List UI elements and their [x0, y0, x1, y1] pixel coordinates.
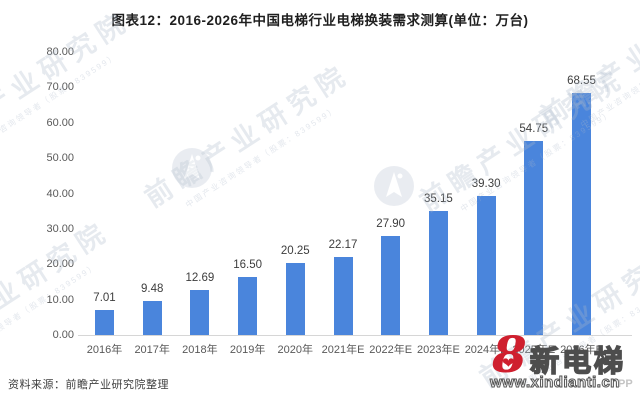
watermark-brand-text: 前瞻产业研究院	[139, 58, 356, 214]
x-tick-label: 2017年	[134, 344, 170, 356]
site-url-suffix: PP	[618, 378, 633, 390]
qianzhan-logo-icon	[172, 148, 212, 193]
bar-value-label: 9.48	[140, 283, 164, 296]
bar	[381, 236, 401, 335]
bar-value-label: 7.01	[93, 292, 116, 305]
x-tick-label: 2025年E	[512, 344, 556, 356]
bar-value-label: 39.30	[471, 177, 501, 190]
x-axis-line	[78, 335, 632, 336]
site-url: www.xindianti.cn	[490, 374, 620, 392]
bar-value-label: 68.55	[567, 74, 596, 87]
x-tick-label: 2023年E	[416, 344, 460, 356]
bar	[142, 301, 162, 335]
y-tick-label: 70.00	[46, 81, 74, 94]
bar-value-label: 54.75	[519, 123, 549, 136]
x-tick-label: 2021年E	[321, 344, 365, 356]
bar-value-label: 35.15	[424, 192, 453, 205]
site-name: 新电梯	[529, 345, 627, 379]
y-tick-label: 0.00	[52, 329, 74, 341]
bar	[428, 210, 448, 335]
watermark-tagline-text: 中国产业咨询领导者（股票：839599）	[184, 104, 339, 210]
watermark-tagline-text: 中国产业咨询领导者（股票：839599）	[0, 51, 119, 157]
x-tick-label: 2018年	[182, 344, 218, 356]
bar-value-label: 27.90	[376, 218, 406, 231]
y-tick-label: 40.00	[46, 187, 74, 200]
y-tick-label: 60.00	[46, 116, 74, 129]
xindianti-logo-icon: 8	[492, 325, 527, 384]
bar-value-label: 12.69	[185, 272, 215, 285]
bar	[238, 276, 258, 335]
y-tick-label: 80.00	[46, 46, 74, 58]
bar-value-label: 16.50	[233, 258, 262, 271]
y-tick-label: 20.00	[46, 258, 74, 271]
bar	[190, 290, 210, 335]
chart-title: 图表12：2016-2026年中国电梯行业电梯换装需求测算(单位：万台)	[111, 13, 529, 28]
x-tick-label: 2019年	[229, 344, 266, 356]
bar	[95, 310, 114, 335]
x-tick-label: 2026年E	[560, 344, 603, 356]
x-tick-label: 2020年	[277, 344, 314, 356]
y-tick-label: 50.00	[46, 152, 74, 165]
bar-value-label: 20.25	[280, 245, 310, 258]
bar-value-label: 22.17	[328, 238, 358, 251]
site-branding: 8 ❤ 新电梯 www.xindianti.cn PP	[490, 326, 640, 405]
bar	[476, 195, 496, 335]
qianzhan-watermark: 前瞻产业研究院 中国产业咨询领导者（股票：839599）	[127, 46, 374, 232]
x-tick-label: 2024年E	[464, 344, 508, 356]
y-tick-label: 30.00	[46, 222, 74, 235]
bar	[333, 256, 353, 335]
qianzhan-logo-icon	[374, 166, 414, 211]
heart-icon: ❤	[502, 355, 515, 372]
x-tick-label: 2016年	[86, 344, 123, 356]
bar	[285, 263, 305, 335]
bar	[572, 92, 591, 335]
source-note: 资料来源：前瞻产业研究院整理	[8, 379, 169, 391]
bar	[524, 141, 544, 335]
y-tick-label: 10.00	[46, 293, 74, 306]
x-tick-label: 2022年E	[369, 344, 413, 356]
